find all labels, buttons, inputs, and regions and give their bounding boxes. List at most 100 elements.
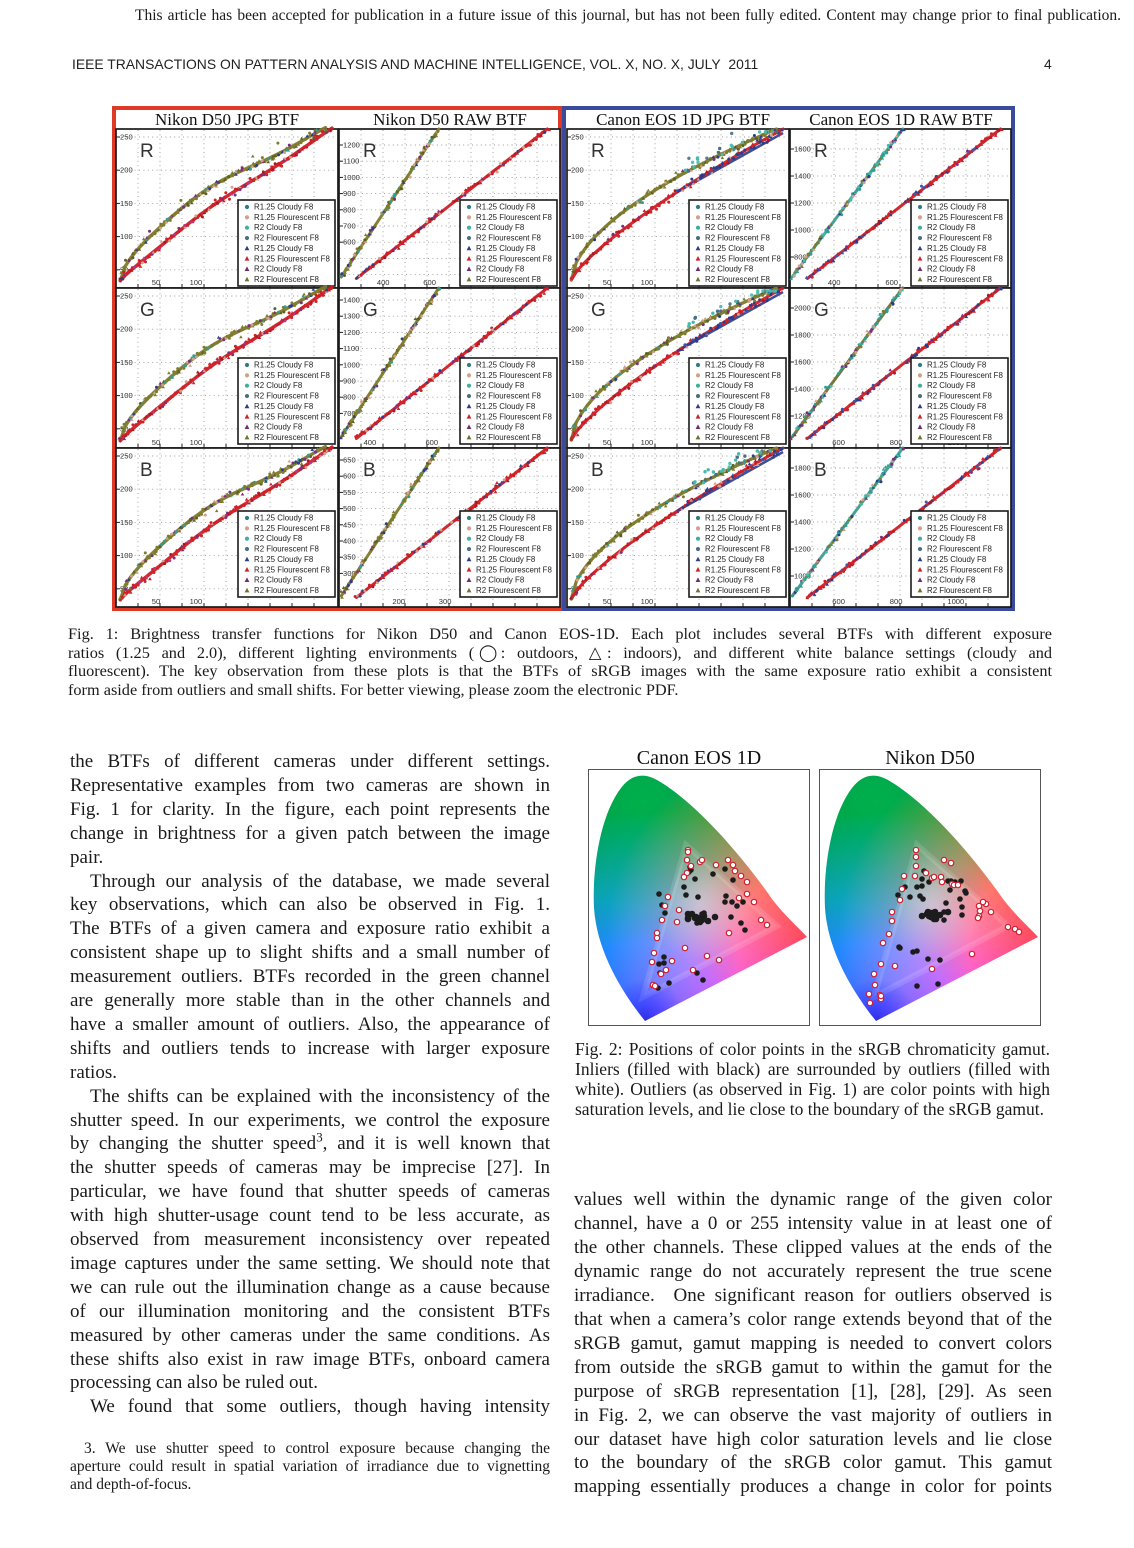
svg-text:1000: 1000: [343, 360, 360, 369]
svg-text:R1.25 Flourescent F8: R1.25 Flourescent F8: [476, 254, 552, 263]
svg-text:R2 Flourescent F8: R2 Flourescent F8: [927, 234, 993, 243]
svg-text:100: 100: [571, 232, 584, 241]
svg-text:R1.25 Flourescent F8: R1.25 Flourescent F8: [705, 371, 781, 380]
svg-text:R2 Cloudy F8: R2 Cloudy F8: [927, 265, 976, 274]
svg-text:1600: 1600: [794, 358, 811, 367]
svg-text:R1.25 Cloudy F8: R1.25 Cloudy F8: [927, 361, 987, 370]
svg-text:500: 500: [343, 504, 356, 513]
svg-text:100: 100: [120, 232, 133, 241]
svg-text:800: 800: [890, 438, 903, 447]
svg-text:1800: 1800: [794, 464, 811, 473]
svg-text:1400: 1400: [343, 296, 360, 305]
svg-text:50: 50: [603, 597, 611, 606]
svg-text:350: 350: [343, 553, 356, 562]
svg-text:Canon EOS 1D RAW BTF: Canon EOS 1D RAW BTF: [809, 110, 992, 129]
svg-text:R1.25 Cloudy F8: R1.25 Cloudy F8: [927, 203, 987, 212]
svg-text:R1.25 Cloudy F8: R1.25 Cloudy F8: [254, 361, 314, 370]
svg-text:1600: 1600: [794, 145, 811, 154]
svg-text:R1.25 Cloudy F8: R1.25 Cloudy F8: [476, 203, 536, 212]
svg-text:R1.25 Flourescent F8: R1.25 Flourescent F8: [705, 565, 781, 574]
svg-text:200: 200: [571, 325, 584, 334]
svg-text:R1.25 Cloudy F8: R1.25 Cloudy F8: [705, 244, 765, 253]
svg-text:R1.25 Flourescent F8: R1.25 Flourescent F8: [927, 524, 1003, 533]
svg-text:R1.25 Flourescent F8: R1.25 Flourescent F8: [927, 371, 1003, 380]
svg-text:150: 150: [120, 518, 133, 527]
svg-text:Nikon D50 RAW BTF: Nikon D50 RAW BTF: [373, 110, 527, 129]
svg-text:R1.25 Flourescent F8: R1.25 Flourescent F8: [927, 412, 1003, 421]
svg-text:1400: 1400: [794, 518, 811, 527]
svg-text:R2 Flourescent F8: R2 Flourescent F8: [476, 433, 542, 442]
svg-text:R1.25 Flourescent F8: R1.25 Flourescent F8: [927, 565, 1003, 574]
svg-text:R2 Flourescent F8: R2 Flourescent F8: [927, 433, 993, 442]
svg-text:200: 200: [571, 166, 584, 175]
svg-text:R1.25 Cloudy F8: R1.25 Cloudy F8: [927, 402, 987, 411]
svg-text:R1.25 Cloudy F8: R1.25 Cloudy F8: [927, 555, 987, 564]
svg-text:R2 Cloudy F8: R2 Cloudy F8: [254, 381, 303, 390]
svg-text:R1.25 Flourescent F8: R1.25 Flourescent F8: [705, 213, 781, 222]
svg-text:R2 Cloudy F8: R2 Cloudy F8: [254, 223, 303, 232]
svg-text:R1.25 Cloudy F8: R1.25 Cloudy F8: [254, 244, 314, 253]
svg-text:100: 100: [641, 597, 654, 606]
svg-text:R1.25 Cloudy F8: R1.25 Cloudy F8: [705, 203, 765, 212]
svg-text:R2 Flourescent F8: R2 Flourescent F8: [254, 586, 320, 595]
svg-text:1200: 1200: [794, 199, 811, 208]
svg-text:R2 Flourescent F8: R2 Flourescent F8: [927, 275, 993, 284]
svg-text:800: 800: [343, 205, 356, 214]
svg-text:R1.25 Flourescent F8: R1.25 Flourescent F8: [476, 524, 552, 533]
svg-text:R2 Flourescent F8: R2 Flourescent F8: [705, 275, 771, 284]
svg-text:1000: 1000: [343, 173, 360, 182]
svg-text:700: 700: [343, 222, 356, 231]
svg-text:400: 400: [343, 537, 356, 546]
svg-text:1400: 1400: [794, 385, 811, 394]
svg-text:R2 Cloudy F8: R2 Cloudy F8: [705, 265, 754, 274]
svg-text:1200: 1200: [794, 545, 811, 554]
svg-text:300: 300: [343, 569, 356, 578]
svg-text:100: 100: [190, 597, 203, 606]
svg-text:1000: 1000: [794, 572, 811, 581]
svg-text:1400: 1400: [794, 172, 811, 181]
svg-text:R1.25 Cloudy F8: R1.25 Cloudy F8: [254, 555, 314, 564]
svg-text:R2 Flourescent F8: R2 Flourescent F8: [927, 545, 993, 554]
svg-text:150: 150: [571, 518, 584, 527]
svg-text:R1.25 Cloudy F8: R1.25 Cloudy F8: [476, 555, 536, 564]
svg-text:R2 Flourescent F8: R2 Flourescent F8: [476, 392, 542, 401]
svg-text:R1.25 Flourescent F8: R1.25 Flourescent F8: [927, 254, 1003, 263]
svg-text:200: 200: [120, 166, 133, 175]
svg-text:R2 Cloudy F8: R2 Cloudy F8: [705, 423, 754, 432]
svg-text:R1.25 Flourescent F8: R1.25 Flourescent F8: [476, 565, 552, 574]
svg-text:R2 Flourescent F8: R2 Flourescent F8: [476, 275, 542, 284]
svg-text:R2 Flourescent F8: R2 Flourescent F8: [254, 234, 320, 243]
svg-text:2000: 2000: [794, 304, 811, 313]
svg-text:G: G: [591, 300, 606, 321]
svg-text:100: 100: [120, 551, 133, 560]
svg-text:200: 200: [571, 485, 584, 494]
svg-text:R1.25 Flourescent F8: R1.25 Flourescent F8: [254, 371, 330, 380]
svg-text:R: R: [814, 141, 828, 162]
svg-text:R1.25 Flourescent F8: R1.25 Flourescent F8: [927, 213, 1003, 222]
svg-text:1200: 1200: [343, 141, 360, 150]
svg-text:R2 Flourescent F8: R2 Flourescent F8: [254, 545, 320, 554]
svg-text:250: 250: [571, 292, 584, 301]
svg-text:R1.25 Flourescent F8: R1.25 Flourescent F8: [476, 371, 552, 380]
svg-text:R2 Cloudy F8: R2 Cloudy F8: [476, 265, 525, 274]
svg-text:50: 50: [603, 438, 611, 447]
svg-text:R2 Flourescent F8: R2 Flourescent F8: [476, 586, 542, 595]
svg-text:200: 200: [392, 597, 405, 606]
svg-text:Canon EOS 1D JPG BTF: Canon EOS 1D JPG BTF: [596, 110, 770, 129]
svg-text:Nikon D50 JPG BTF: Nikon D50 JPG BTF: [155, 110, 299, 129]
svg-text:R2 Cloudy F8: R2 Cloudy F8: [254, 265, 303, 274]
svg-text:600: 600: [832, 438, 845, 447]
svg-text:R1.25 Flourescent F8: R1.25 Flourescent F8: [254, 213, 330, 222]
svg-text:R2 Flourescent F8: R2 Flourescent F8: [705, 586, 771, 595]
svg-text:R2 Cloudy F8: R2 Cloudy F8: [476, 223, 525, 232]
svg-text:R2 Cloudy F8: R2 Cloudy F8: [927, 423, 976, 432]
svg-text:R1.25 Cloudy F8: R1.25 Cloudy F8: [254, 203, 314, 212]
svg-text:650: 650: [343, 456, 356, 465]
svg-text:R2 Flourescent F8: R2 Flourescent F8: [476, 545, 542, 554]
svg-text:R2 Flourescent F8: R2 Flourescent F8: [254, 433, 320, 442]
svg-text:50: 50: [603, 278, 611, 287]
svg-text:R1.25 Cloudy F8: R1.25 Cloudy F8: [705, 361, 765, 370]
svg-text:R2 Flourescent F8: R2 Flourescent F8: [254, 275, 320, 284]
svg-text:1800: 1800: [794, 331, 811, 340]
svg-text:R2 Cloudy F8: R2 Cloudy F8: [927, 576, 976, 585]
